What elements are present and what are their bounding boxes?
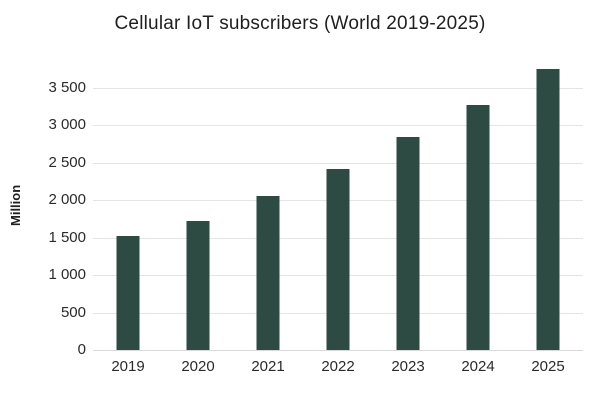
x-tick-label: 2020 (181, 358, 215, 375)
bar-2022 (326, 168, 350, 350)
y-tick-label: 0 (77, 341, 86, 358)
x-axis: 2019 2020 2021 2022 2023 2024 2025 (93, 358, 583, 375)
bar-slot (443, 60, 513, 350)
y-tick-label: 500 (60, 303, 86, 321)
bar-2019 (116, 235, 140, 350)
bar-slot (373, 60, 443, 350)
x-tick-label: 2021 (251, 358, 285, 375)
bar-slot (163, 60, 233, 350)
bar-2024 (466, 104, 490, 350)
x-tick-label: 2022 (321, 358, 355, 375)
bar-series (93, 60, 583, 350)
bar-2020 (186, 220, 210, 350)
bar-2023 (396, 136, 420, 350)
x-tick-label: 2019 (111, 358, 145, 375)
bar-slot (93, 60, 163, 350)
y-tick-label: 2 000 (48, 191, 86, 209)
y-tick-label: 1 500 (48, 228, 86, 246)
y-tick-label: 3 500 (48, 79, 86, 97)
y-tick-label: 3 000 (48, 116, 86, 134)
x-tick-label: 2025 (531, 358, 565, 375)
chart-title: Cellular IoT subscribers (World 2019-202… (114, 13, 486, 34)
bar-slot (233, 60, 303, 350)
gridline (93, 88, 583, 90)
bar-2021 (256, 195, 280, 350)
gridline (93, 162, 583, 164)
bar-2025 (536, 69, 560, 350)
gridline (93, 350, 583, 351)
y-tick-label: 1 000 (48, 266, 86, 284)
bar-slot (303, 60, 373, 350)
gridline (93, 125, 583, 127)
bar-slot (513, 60, 583, 350)
x-tick-label: 2023 (391, 358, 425, 375)
plot-area (93, 60, 583, 351)
y-tick-label: 2 500 (48, 153, 86, 171)
x-tick-label: 2024 (461, 358, 495, 375)
